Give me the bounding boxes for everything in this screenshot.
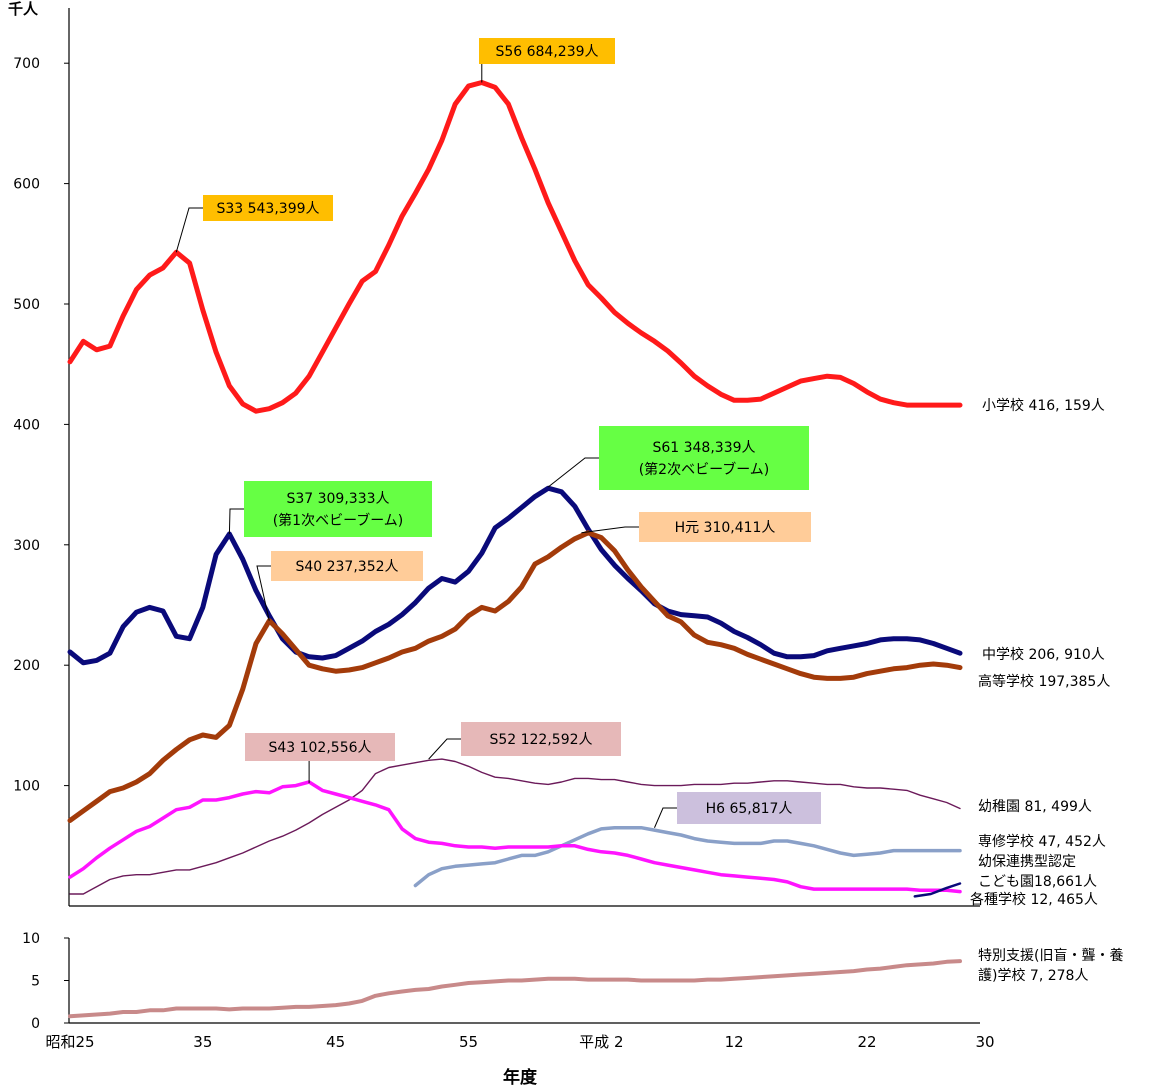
annotation-text: S61 348,339人 [652,440,755,456]
x-tick-label: 30 [975,1033,994,1051]
x-tick-label: 平成 2 [579,1033,623,1051]
annotation-s33: S33 543,399人 [175,195,333,253]
main-y-ticks: 100 200 300 400 500 600 700 [13,56,69,795]
end-label-text: 幼稚園 81, 499人 [978,799,1092,815]
annotation-text: S43 102,556人 [268,740,371,756]
main-y-tick-label: 600 [13,177,40,193]
series-lines [67,80,963,1019]
annotation-text: H6 65,817人 [706,801,793,817]
annotation-s37: S37 309,333人 (第1次ベビーブーム) [228,481,432,537]
annotation-h6: H6 65,817人 [654,792,821,828]
end-label-kindergarten: 幼稚園 81, 499人 [978,799,1092,815]
series-line-high_school [67,530,963,823]
main-y-tick-label: 700 [13,56,40,72]
annotation-hgan: H元 310,411人 [581,512,811,542]
annotation-leader [175,207,203,253]
annotation-box [479,38,615,64]
main-y-tick-label: 400 [13,417,40,433]
end-label-text: 各種学校 12, 465人 [970,891,1098,908]
y-axis-label: 千人 [8,0,39,18]
end-label-text: 高等学校 197,385人 [978,673,1110,690]
x-tick-label: 55 [459,1033,478,1051]
annotation-s56: S56 684,239人 [479,38,615,83]
annotation-text: (第2次ベビーブーム) [639,461,770,478]
series-line-special_training [413,825,962,888]
annotation-leader [256,565,271,621]
end-label-text: 護)学校 7, 278人 [978,967,1088,984]
main-y-tick-label: 500 [13,297,40,313]
annotation-leader [428,738,461,760]
annotation-s40: S40 237,352人 [256,551,423,621]
annotation-text: (第1次ベビーブーム) [273,512,404,529]
end-label-text: 特別支援(旧盲・聾・養 [978,947,1123,964]
bottom-y-ticks: 0 5 10 [22,931,69,1032]
axes [68,8,980,1024]
series-line-kindergarten [69,758,961,895]
x-tick-label: 22 [857,1033,876,1051]
bottom-y-tick-label: 10 [22,931,40,947]
annotation-box [639,512,811,542]
end-label-text: こども園18,661人 [978,874,1097,890]
end-label-text: 中学校 206, 910人 [982,646,1105,663]
main-y-tick-label: 100 [13,779,40,795]
end-label-elementary: 小学校 416, 159人 [982,397,1105,414]
main-y-tick-label: 300 [13,538,40,554]
series-line-nintei_kodomoen [913,882,962,898]
peak-annotations: S56 684,239人 S33 543,399人 S37 309,333人 (第1次… [175,38,821,828]
end-label-special_support: 特別支援(旧盲・聾・養護)学校 7, 278人 [978,947,1123,984]
end-label-high_school: 高等学校 197,385人 [978,673,1110,690]
x-ticks: 昭和25 35 45 55 平成 2 12 22 30 [45,1033,994,1051]
end-label-misc_school: 各種学校 12, 465人 [970,891,1098,908]
x-axis-label: 年度 [503,1067,538,1088]
annotation-box [677,792,821,824]
x-tick-label: 12 [725,1033,744,1051]
annotation-leader [581,526,639,534]
series-line-misc_school [68,780,962,894]
annotation-box [203,195,333,221]
annotation-text: H元 310,411人 [675,520,776,536]
x-tick-label: 45 [326,1033,345,1051]
end-label-junior_high: 中学校 206, 910人 [982,646,1105,663]
series-line-special_support [68,959,962,1019]
annotation-box [271,551,423,581]
annotation-box [244,481,432,537]
x-tick-label: 昭和25 [45,1033,94,1051]
annotation-box [461,722,621,756]
series-line-junior_high [67,485,963,666]
main-y-tick-label: 200 [13,658,40,674]
bottom-y-tick-label: 0 [31,1016,40,1032]
annotation-text: S52 122,592人 [489,732,592,748]
x-tick-label: 35 [193,1033,212,1051]
annotation-leader [654,807,677,828]
annotation-leader [228,508,244,534]
annotation-text: S40 237,352人 [295,559,398,575]
end-label-special_training: 専修学校 47, 452人 [978,833,1106,850]
end-label-text: 幼保連携型認定 [978,854,1076,870]
bottom-y-tick-label: 5 [31,974,40,990]
annotation-text: S37 309,333人 [286,491,389,507]
annotation-box [599,426,809,490]
annotation-s52: S52 122,592人 [428,722,621,760]
annotation-text: S33 543,399人 [216,201,319,217]
annotation-s61: S61 348,339人 (第2次ベビーブーム) [547,426,809,490]
annotation-text: S56 684,239人 [495,44,598,60]
series-line-elementary [67,80,963,414]
end-label-text: 専修学校 47, 452人 [978,833,1106,850]
annotation-box [245,733,395,761]
end-label-text: 小学校 416, 159人 [982,397,1105,414]
annotation-s43: S43 102,556人 [245,733,395,784]
annotation-leader [547,457,599,488]
